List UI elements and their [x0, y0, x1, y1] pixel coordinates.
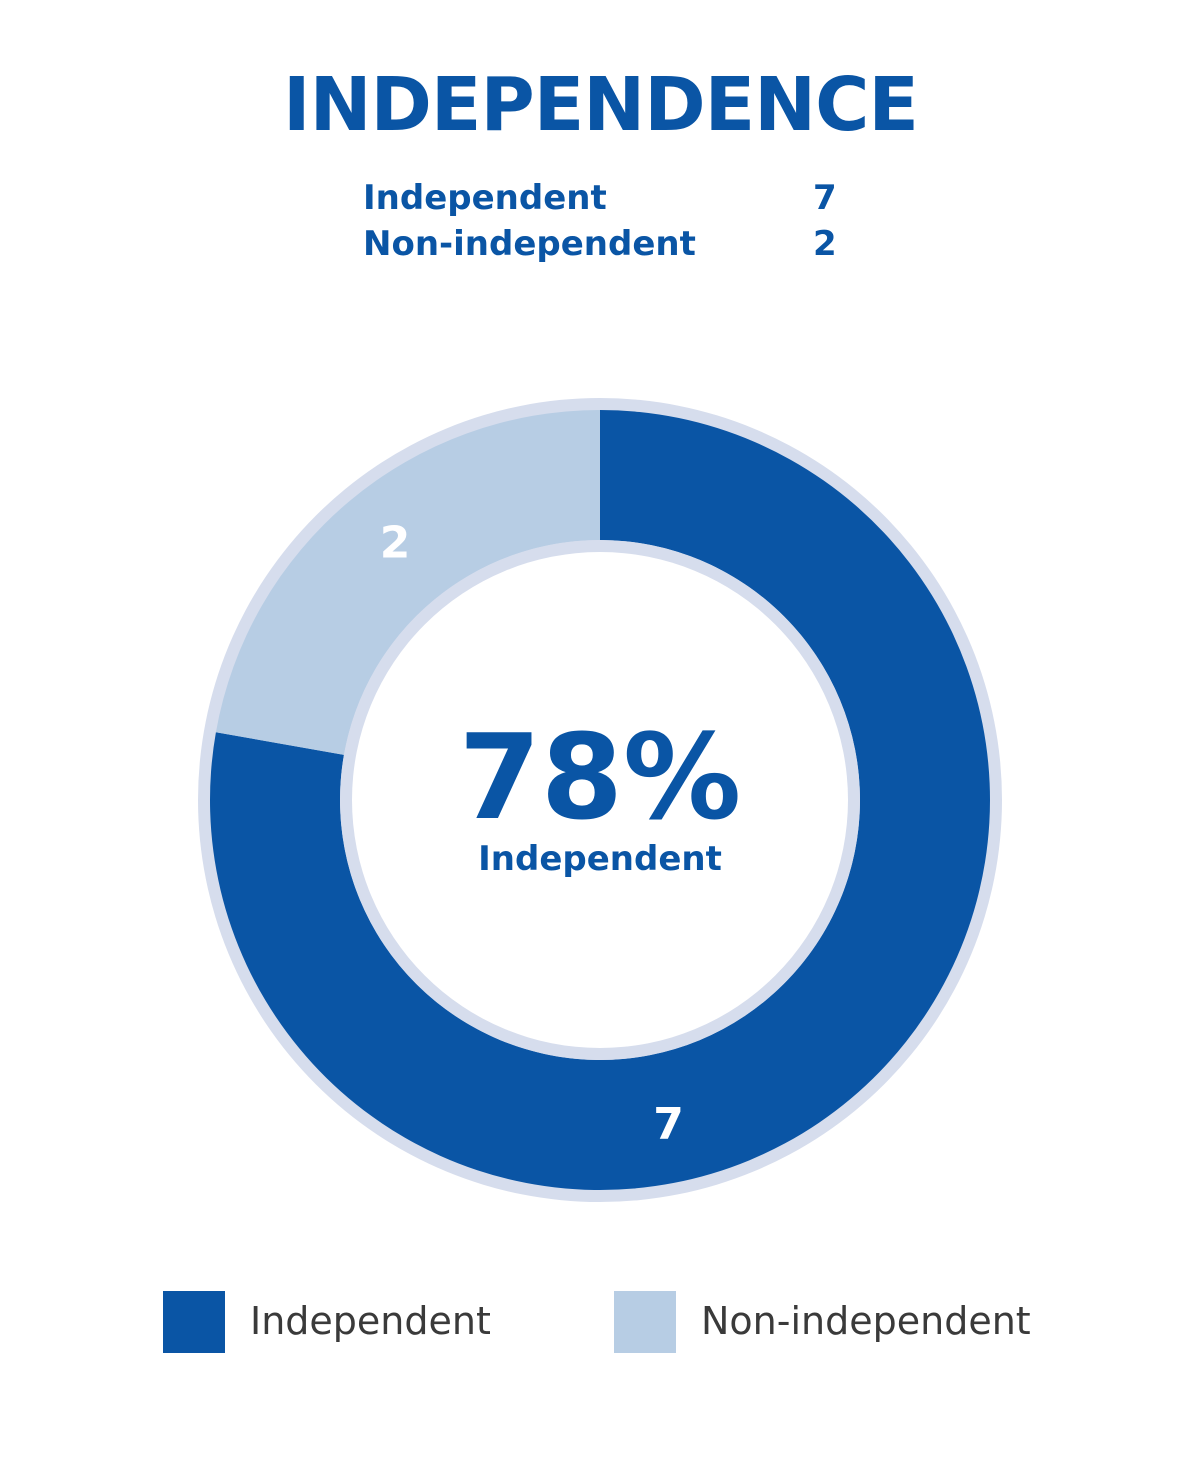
slice-value-label-non-independent: 2 — [380, 517, 411, 568]
summary-value-independent: 7 — [813, 178, 837, 218]
donut-hole — [352, 552, 848, 1048]
slice-value-label-independent: 7 — [653, 1099, 684, 1150]
donut-slice-independent — [210, 410, 991, 1190]
center-percentage: 78% — [459, 708, 741, 846]
summary-table: Independent 7 Non-independent 2 — [363, 178, 863, 270]
summary-row-non-independent: Non-independent 2 — [363, 224, 863, 270]
summary-label-non-independent: Non-independent — [363, 224, 696, 264]
legend-label-non-independent: Non-independent — [701, 1299, 1031, 1343]
center-label: Independent — [478, 839, 722, 879]
donut-slice-non-independent — [215, 410, 600, 755]
legend-swatch-independent — [163, 1291, 225, 1353]
legend-label-independent: Independent — [250, 1299, 491, 1343]
summary-value-non-independent: 2 — [813, 224, 837, 264]
chart-title: INDEPENDENCE — [283, 62, 919, 148]
summary-label-independent: Independent — [363, 178, 607, 218]
legend-swatch-non-independent — [614, 1291, 676, 1353]
summary-row-independent: Independent 7 — [363, 178, 863, 224]
